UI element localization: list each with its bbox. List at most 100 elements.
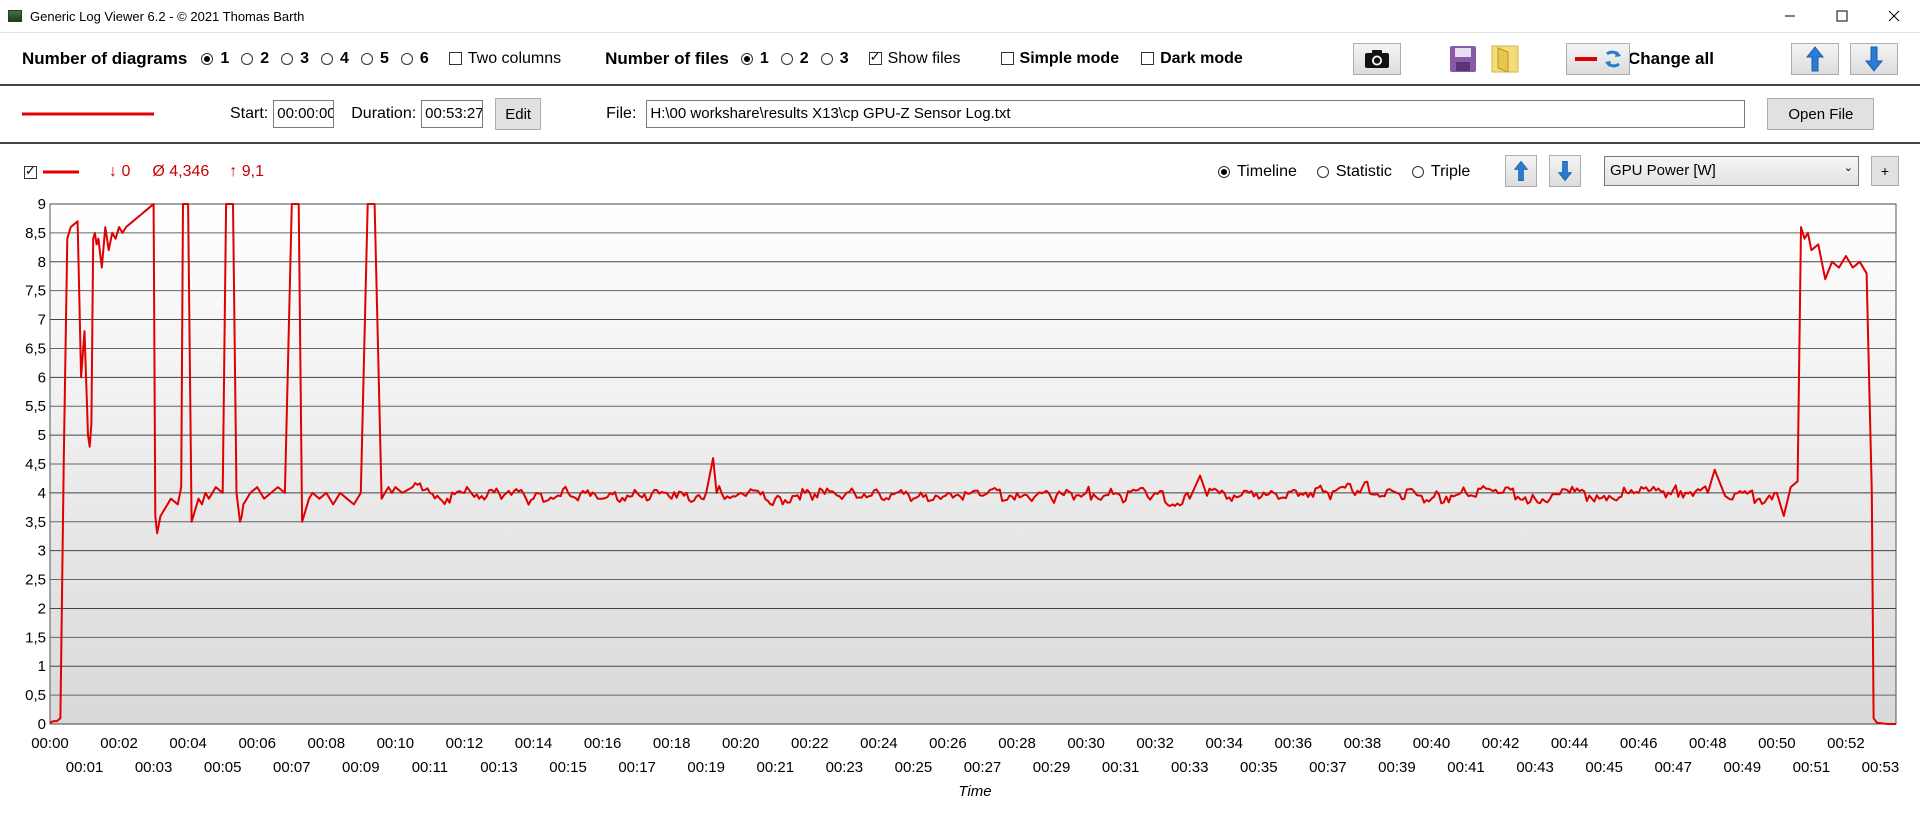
close-button[interactable]: [1868, 0, 1920, 32]
y-tick-label: 9: [38, 198, 46, 213]
diagram-count-group: 1 2 3 4 5 6: [189, 50, 429, 68]
line-color-button[interactable]: [1566, 43, 1630, 75]
mode-timeline[interactable]: Timeline: [1218, 163, 1297, 181]
maximize-icon: [1836, 10, 1848, 22]
diagram-count-6[interactable]: 6: [400, 50, 429, 68]
start-input[interactable]: 00:00:00: [273, 100, 335, 128]
x-axis-ticks: 00:00 00:02 00:04 00:06 00:08 00:10 00:12 00:14…: [31, 735, 1899, 776]
file-count-1[interactable]: 1: [740, 50, 769, 68]
x-tick-label: 00:43: [1516, 759, 1554, 776]
x-tick-label: 00:42: [1482, 735, 1520, 752]
diagrams-label: Number of diagrams: [22, 48, 188, 68]
screenshot-button[interactable]: [1353, 43, 1401, 75]
y-tick-label: 0,5: [25, 687, 46, 704]
y-tick-label: 2: [38, 600, 46, 617]
open-file-button[interactable]: Open File: [1767, 98, 1875, 130]
max-value: ↑ 9,1: [229, 163, 264, 180]
sensor-select[interactable]: GPU Power [W] ⌄: [1604, 156, 1859, 186]
x-tick-label: 00:27: [964, 759, 1002, 776]
arrow-up-icon: [1805, 46, 1825, 72]
x-tick-label: 00:30: [1067, 735, 1105, 752]
close-icon: [1888, 10, 1900, 22]
avg-value: Ø 4,346: [152, 163, 210, 180]
move-down-button[interactable]: [1850, 43, 1898, 75]
show-files-checkbox[interactable]: Show files: [868, 49, 961, 68]
duration-input[interactable]: 00:53:27: [421, 100, 484, 128]
gridlines: [50, 203, 1896, 725]
x-tick-label: 00:50: [1758, 735, 1796, 752]
add-diagram-button[interactable]: +: [1871, 156, 1899, 186]
diagram-count-5[interactable]: 5: [360, 50, 389, 68]
arrow-down-icon: [1864, 46, 1884, 72]
series-line-sample: [22, 112, 154, 116]
minimize-button[interactable]: [1764, 0, 1816, 32]
title-bar: Generic Log Viewer 6.2 - © 2021 Thomas B…: [0, 0, 1920, 32]
mode-triple[interactable]: Triple: [1411, 163, 1470, 181]
diagram-count-3[interactable]: 3: [281, 50, 309, 68]
x-tick-label: 00:32: [1136, 735, 1174, 752]
two-columns-checkbox[interactable]: Two columns: [448, 50, 561, 68]
change-all-label: Change all: [1628, 48, 1714, 68]
window-controls: [1764, 0, 1920, 32]
y-tick-label: 3: [38, 543, 46, 560]
duration-label: Duration:: [351, 105, 417, 122]
y-tick-label: 8: [38, 254, 46, 271]
move-up-button[interactable]: [1791, 43, 1839, 75]
x-tick-label: 00:01: [66, 759, 104, 776]
y-tick-label: 6,5: [25, 340, 46, 357]
y-tick-label: 0: [38, 716, 46, 733]
file-count-3[interactable]: 3: [820, 50, 849, 68]
x-tick-label: 00:25: [895, 759, 933, 776]
x-tick-label: 00:19: [687, 759, 725, 776]
diagram-up-button[interactable]: [1505, 155, 1537, 187]
y-tick-label: 1: [38, 658, 46, 675]
series-visible-checkbox[interactable]: [24, 163, 41, 179]
x-tick-label: 00:03: [135, 759, 173, 776]
app-icon: [8, 10, 22, 22]
diagram-down-button[interactable]: [1549, 155, 1581, 187]
folder-icon: [1491, 45, 1519, 73]
y-tick-label: 4,5: [25, 456, 46, 473]
series-line-gpu-power: [49, 203, 1896, 725]
simple-mode-checkbox[interactable]: Simple mode: [1000, 50, 1119, 68]
y-tick-label: 6: [38, 369, 46, 386]
file-path-input[interactable]: H:\00 workshare\results X13\cp GPU-Z Sen…: [646, 100, 1746, 128]
edit-button[interactable]: Edit: [495, 98, 542, 130]
y-tick-label: 5: [38, 427, 46, 444]
timeline-chart: 0 0,5 1 1,5 2 2,5 3 3,5 4 4,5 5 5,5 6 6,5 7 7,5 8 8,5 9 00…: [25, 198, 1899, 800]
save-button[interactable]: [1447, 43, 1479, 75]
maximize-button[interactable]: [1816, 0, 1868, 32]
x-tick-label: 00:47: [1654, 759, 1692, 776]
x-tick-label: 00:45: [1585, 759, 1623, 776]
x-tick-label: 00:09: [342, 759, 380, 776]
x-tick-label: 00:31: [1102, 759, 1140, 776]
diagram-count-1[interactable]: 1: [201, 50, 229, 68]
x-tick-label: 00:24: [860, 735, 898, 752]
x-tick-label: 00:23: [826, 759, 864, 776]
save-icon: [1450, 46, 1476, 72]
dark-mode-checkbox[interactable]: Dark mode: [1141, 50, 1243, 68]
sensor-select-value: GPU Power [W]: [1610, 162, 1716, 179]
x-tick-label: 00:29: [1033, 759, 1071, 776]
x-tick-label: 00:52: [1827, 735, 1865, 752]
diagram-count-2[interactable]: 2: [241, 50, 269, 68]
diagram-count-4[interactable]: 4: [321, 50, 349, 68]
open-folder-button[interactable]: [1489, 43, 1521, 75]
window-title: Generic Log Viewer 6.2 - © 2021 Thomas B…: [30, 8, 305, 24]
x-tick-label: 00:53: [1862, 759, 1900, 776]
arrow-up-icon: [1513, 160, 1529, 181]
x-tick-label: 00:39: [1378, 759, 1416, 776]
y-tick-label: 4: [38, 485, 46, 502]
x-tick-label: 00:44: [1551, 735, 1589, 752]
file-count-2[interactable]: 2: [780, 50, 809, 68]
y-tick-label: 7,5: [25, 283, 46, 300]
x-tick-label: 00:40: [1413, 735, 1451, 752]
mode-statistic[interactable]: Statistic: [1316, 163, 1392, 181]
camera-icon: [1365, 50, 1389, 68]
x-tick-label: 00:14: [515, 735, 553, 752]
x-tick-label: 00:49: [1724, 759, 1762, 776]
x-tick-label: 00:12: [446, 735, 484, 752]
y-tick-label: 1,5: [25, 629, 46, 646]
file-row: Start: 00:00:00 Duration: 00:53:27 Edit …: [0, 84, 1920, 144]
x-tick-label: 00:34: [1205, 735, 1243, 752]
